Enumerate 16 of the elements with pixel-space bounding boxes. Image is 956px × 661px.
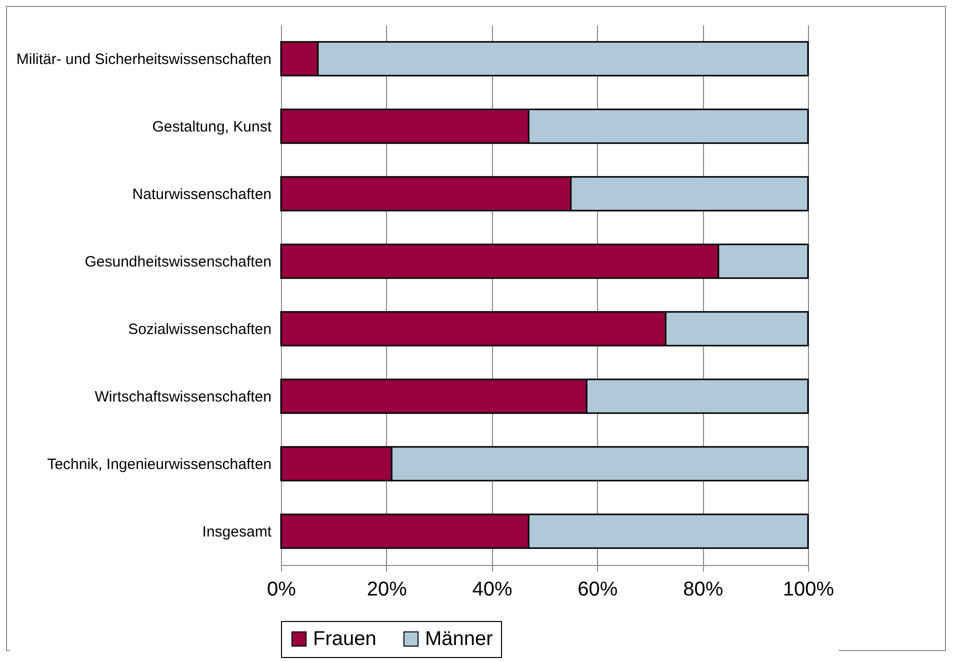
y-tick-label: Militär- und Sicherheitswissenschaften [16,50,272,68]
y-tick-label: Sozialwissenschaften [128,320,272,338]
y-tick-label: Insgesamt [202,523,272,540]
x-tick-label: 60% [578,578,618,600]
y-tick-label: Naturwissenschaften [132,186,272,203]
x-tick-label: 0% [267,578,296,600]
legend-label: Frauen [313,628,376,650]
y-tick-label: Gesundheitswissenschaften [84,253,272,270]
y-tick-label: Wirtschaftswissenschaften [94,388,272,406]
x-tick-label: 80% [683,578,724,600]
x-tick-label: 100% [782,578,834,600]
y-tick-label: Technik, Ingenieurwissenschaften [47,456,272,473]
y-tick-label: Gestaltung, Kunst [152,118,272,136]
legend-label: Männer [425,628,494,650]
x-tick-label: 40% [472,578,513,600]
x-tick-label: 20% [366,578,408,600]
